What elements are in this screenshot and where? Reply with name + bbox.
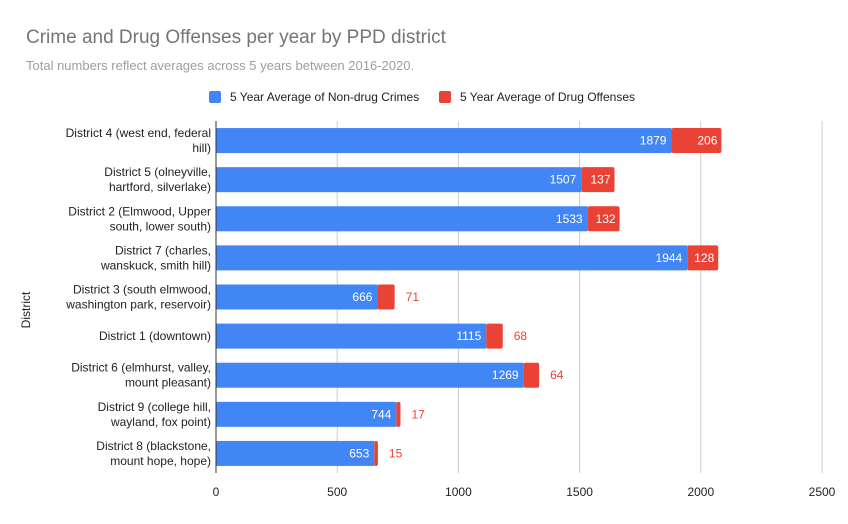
bar-drug xyxy=(687,245,719,271)
x-tick-label: 2500 xyxy=(809,485,836,499)
data-label-drug: 68 xyxy=(514,329,528,343)
data-label-non-drug: 1944 xyxy=(656,251,683,265)
data-label-drug: 206 xyxy=(697,134,717,148)
legend: 5 Year Average of Non-drug Crimes 5 Year… xyxy=(0,90,848,108)
bar-drug xyxy=(587,206,620,232)
data-label-non-drug: 1879 xyxy=(640,134,667,148)
data-label-non-drug: 1115 xyxy=(456,329,481,343)
y-tick-label: District 5 (olneyville, hartford, silverl… xyxy=(104,165,211,194)
data-label-drug: 137 xyxy=(590,173,610,187)
bar-drug xyxy=(396,401,401,427)
data-label-non-drug: 1507 xyxy=(550,173,577,187)
legend-item-non-drug[interactable]: 5 Year Average of Non-drug Crimes xyxy=(209,90,419,104)
data-label-drug: 17 xyxy=(411,407,425,421)
bar-non-drug xyxy=(216,284,378,310)
data-label-non-drug: 653 xyxy=(349,446,369,460)
y-tick-label: District 9 (college hill, wayland, fox po… xyxy=(98,400,211,429)
data-label-drug: 132 xyxy=(596,212,616,226)
bar-non-drug xyxy=(216,128,672,154)
data-label-drug: 64 xyxy=(550,368,564,382)
legend-label-non-drug: 5 Year Average of Non-drug Crimes xyxy=(230,90,420,104)
x-tick-label: 2000 xyxy=(687,485,714,499)
data-label-non-drug: 1533 xyxy=(556,212,583,226)
x-tick-label: 1500 xyxy=(566,485,593,499)
chart-title: Crime and Drug Offenses per year by PPD … xyxy=(26,27,446,48)
x-tick-label: 1000 xyxy=(445,485,472,499)
data-label-non-drug: 744 xyxy=(371,407,391,421)
data-label-drug: 71 xyxy=(406,290,420,304)
bar-drug xyxy=(581,167,615,193)
bar-non-drug xyxy=(216,440,375,466)
data-label-drug: 15 xyxy=(389,446,403,460)
x-tick-label: 0 xyxy=(213,485,220,499)
legend-item-drug[interactable]: 5 Year Average of Drug Offenses xyxy=(439,90,635,104)
y-tick-label: District 1 (downtown) xyxy=(99,329,211,343)
legend-label-drug: 5 Year Average of Drug Offenses xyxy=(460,90,636,104)
data-label-non-drug: 666 xyxy=(352,290,372,304)
chart-subtitle: Total numbers reflect averages across 5 … xyxy=(26,58,415,73)
y-tick-label: District 2 (Elmwood, Upper south, lower s… xyxy=(68,204,211,233)
bar-drug xyxy=(374,440,378,466)
y-tick-label: District 7 (charles, wanskuck, smith hill… xyxy=(100,243,211,272)
bar-non-drug xyxy=(216,362,524,388)
bar-drug xyxy=(377,284,395,310)
y-tick-label: District 4 (west end, federal hill) xyxy=(66,126,211,155)
y-tick-label: District 8 (blackstone, mount hope, hope) xyxy=(96,439,211,468)
data-label-drug: 128 xyxy=(694,251,714,265)
x-tick-label: 500 xyxy=(327,485,347,499)
bar-drug xyxy=(523,362,540,388)
data-label-non-drug: 1269 xyxy=(492,368,519,382)
bar-non-drug xyxy=(216,401,397,427)
bar-drug xyxy=(486,323,503,349)
legend-swatch-non-drug xyxy=(209,91,221,103)
y-tick-label: District 3 (south elmwood, washington par… xyxy=(65,283,211,312)
bar-non-drug xyxy=(216,323,487,349)
legend-swatch-drug xyxy=(439,91,451,103)
bar-non-drug xyxy=(216,245,688,271)
bar-drug xyxy=(671,128,722,154)
bar-non-drug xyxy=(216,167,582,193)
bar-non-drug xyxy=(216,206,588,232)
y-tick-label: District 6 (elmhurst, valley, mount pleas… xyxy=(71,361,211,390)
